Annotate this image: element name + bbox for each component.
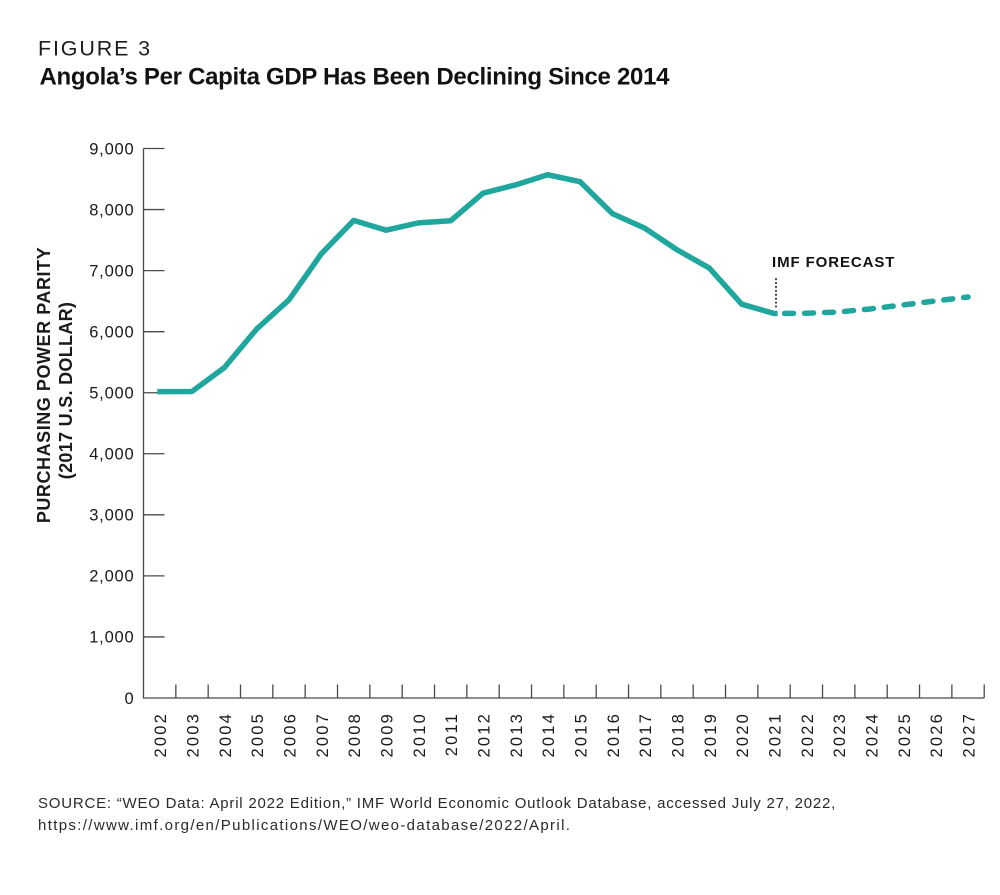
svg-text:(2017 U.S. DOLLAR): (2017 U.S. DOLLAR) (56, 302, 76, 479)
svg-text:3,000: 3,000 (89, 507, 134, 525)
svg-text:2023: 2023 (831, 712, 849, 758)
svg-text:2019: 2019 (702, 712, 720, 758)
svg-text:2015: 2015 (573, 712, 591, 758)
svg-text:2022: 2022 (799, 712, 817, 758)
svg-text:2025: 2025 (896, 712, 914, 758)
svg-text:2018: 2018 (670, 712, 688, 758)
svg-text:2011: 2011 (443, 712, 461, 756)
svg-text:2,000: 2,000 (89, 568, 134, 586)
svg-text:9,000: 9,000 (89, 140, 134, 158)
svg-text:2017: 2017 (637, 712, 655, 758)
svg-text:1,000: 1,000 (89, 629, 134, 647)
svg-text:2003: 2003 (185, 712, 203, 758)
svg-text:2026: 2026 (928, 712, 946, 758)
svg-text:Angola’s Per Capita GDP Has Be: Angola’s Per Capita GDP Has Been Declini… (40, 64, 671, 91)
svg-text:7,000: 7,000 (89, 262, 134, 280)
svg-text:2008: 2008 (346, 712, 364, 758)
svg-text:2007: 2007 (314, 712, 332, 758)
svg-text:2006: 2006 (282, 712, 300, 758)
svg-text:SOURCE: “WEO Data: April 2022: SOURCE: “WEO Data: April 2022 Edition,” … (38, 795, 836, 812)
svg-text:2024: 2024 (864, 712, 882, 758)
svg-text:https://www.imf.org/en/Publica: https://www.imf.org/en/Publications/WEO/… (38, 817, 571, 834)
svg-text:2009: 2009 (379, 712, 397, 758)
svg-text:PURCHASING POWER PARITY: PURCHASING POWER PARITY (34, 247, 54, 523)
svg-text:2005: 2005 (249, 712, 267, 758)
svg-text:2014: 2014 (540, 712, 558, 758)
svg-text:2021: 2021 (767, 712, 785, 758)
svg-text:8,000: 8,000 (89, 201, 134, 219)
svg-text:2020: 2020 (734, 712, 752, 758)
svg-text:2004: 2004 (217, 712, 235, 758)
svg-text:2013: 2013 (508, 712, 526, 758)
svg-text:2012: 2012 (476, 712, 494, 758)
svg-text:5,000: 5,000 (89, 385, 134, 403)
svg-text:FIGURE 3: FIGURE 3 (38, 37, 152, 61)
svg-text:2002: 2002 (152, 712, 170, 758)
svg-text:2010: 2010 (411, 712, 429, 758)
svg-text:6,000: 6,000 (89, 323, 134, 341)
svg-text:0: 0 (125, 690, 135, 708)
svg-text:2027: 2027 (961, 712, 979, 758)
svg-text:2016: 2016 (605, 712, 623, 758)
svg-text:IMF FORECAST: IMF FORECAST (772, 254, 895, 271)
svg-text:4,000: 4,000 (89, 446, 134, 464)
